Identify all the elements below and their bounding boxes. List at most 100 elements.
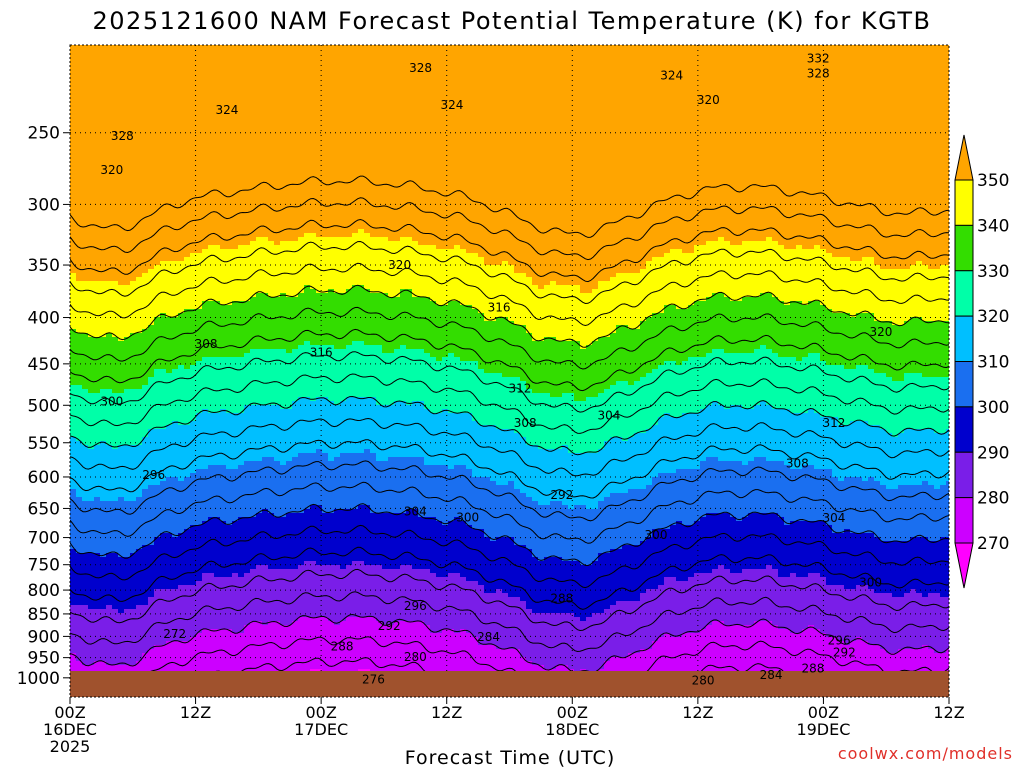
colorbar-segment <box>954 315 974 362</box>
colorbar-label: 290 <box>977 443 1009 463</box>
y-tick-label: 600 <box>28 468 60 488</box>
colorbar-label: 270 <box>977 534 1009 554</box>
contour-label: 320 <box>388 258 411 272</box>
contour-label: 328 <box>807 66 830 80</box>
contour-label: 312 <box>822 416 845 430</box>
contour-label: 328 <box>111 129 134 143</box>
x-tick-label: 00Z <box>305 703 336 722</box>
contour-line-324 <box>70 373 949 434</box>
contour-line-340 <box>70 284 949 348</box>
contour-line-328 <box>70 351 949 413</box>
y-tick-label: 900 <box>28 627 60 647</box>
contour-label: 296 <box>142 468 165 482</box>
contour-label: 308 <box>514 416 537 430</box>
contour-line-296 <box>70 524 949 589</box>
colorbar-segment <box>954 179 974 226</box>
y-tick-label: 400 <box>28 309 60 329</box>
colorbar-label: 340 <box>977 216 1009 236</box>
colorbar-segment <box>954 406 974 453</box>
y-tick-label: 700 <box>28 529 60 549</box>
colorbar-label: 350 <box>977 171 1009 191</box>
y-tick-label: 750 <box>28 556 60 576</box>
x-tick-label: 12Z <box>682 703 713 722</box>
contour-line-280 <box>70 613 949 673</box>
contour-label: 304 <box>822 511 845 525</box>
contour-line-300 <box>70 503 949 567</box>
contour-label: 324 <box>660 68 683 82</box>
contour-line-316 <box>70 417 949 477</box>
y-tick-label: 300 <box>28 195 60 215</box>
y-tick-label: 250 <box>28 124 60 144</box>
contour-line-336 <box>70 306 949 370</box>
x-tick-label: 18DEC <box>545 720 599 739</box>
y-tick-label: 650 <box>28 499 60 519</box>
colorbar-segment <box>954 270 974 317</box>
contour-line-356 <box>70 197 949 261</box>
contour-label: 324 <box>440 98 463 112</box>
x-tick-label: 19DEC <box>796 720 850 739</box>
x-tick-label: 12Z <box>431 703 462 722</box>
contour-label: 300 <box>859 576 882 590</box>
y-tick-label: 350 <box>28 256 60 276</box>
colorbar-lower-extend <box>954 542 974 589</box>
x-tick-label: 2025 <box>50 737 91 756</box>
x-tick-label: 16DEC <box>43 720 97 739</box>
contour-line-308 <box>70 460 949 522</box>
contour-label: 292 <box>378 619 401 633</box>
contour-label: 316 <box>488 301 511 315</box>
contour-label: 296 <box>404 599 427 613</box>
contour-line-288 <box>70 568 949 632</box>
contour-label: 312 <box>509 381 532 395</box>
x-tick-label: 17DEC <box>294 720 348 739</box>
contour-label: 300 <box>645 528 668 542</box>
contour-label: 296 <box>828 634 851 648</box>
x-tick-label: 00Z <box>557 703 588 722</box>
colorbar-label: 330 <box>977 262 1009 282</box>
x-tick-label: 12Z <box>180 703 211 722</box>
x-tick-label: 00Z <box>808 703 839 722</box>
contour-line-312 <box>70 439 949 499</box>
pressure-axis: 2503003504004505005506006507007508008509… <box>17 124 70 689</box>
y-tick-label: 550 <box>28 434 60 454</box>
contour-labels: 3283243243243203323283283203203163083163… <box>100 52 892 688</box>
colorbar-segment <box>954 451 974 499</box>
y-tick-label: 950 <box>28 649 60 669</box>
contour-label: 320 <box>697 93 720 107</box>
contour-label: 280 <box>404 650 427 664</box>
contour-label: 328 <box>409 61 432 75</box>
contour-line-320 <box>70 395 949 456</box>
contour-label: 308 <box>786 457 809 471</box>
contour-line-276 <box>70 636 949 697</box>
x-tick-label: 00Z <box>54 703 85 722</box>
contour-label: 288 <box>550 591 573 605</box>
plot-frame <box>69 44 950 698</box>
theta-filled-bands <box>70 45 949 697</box>
ground-below-surface <box>70 671 949 697</box>
credit-text: coolwx.com/models <box>838 744 1013 763</box>
contour-label: 272 <box>163 627 186 641</box>
contour-line-344 <box>70 262 949 327</box>
contour-label: 304 <box>597 408 620 422</box>
contour-label: 320 <box>870 325 893 339</box>
contour-line-304 <box>70 481 949 544</box>
contour-label: 332 <box>807 52 830 66</box>
x-axis-label: Forecast Time (UTC) <box>405 747 615 768</box>
colorbar-upper-extend <box>954 134 974 181</box>
contour-label: 292 <box>550 488 573 502</box>
contour-line-284 <box>70 591 949 653</box>
contour-label: 288 <box>802 662 825 676</box>
plot-area: 3283243243243203323283283203203163083163… <box>70 45 949 697</box>
contour-line-332 <box>70 328 949 392</box>
grid-lines <box>70 45 949 697</box>
contour-label: 288 <box>331 639 354 653</box>
colorbar-label: 310 <box>977 353 1009 373</box>
contour-label: 308 <box>195 337 218 351</box>
colorbar: 270 280 290 300 310 320 330 340 350 <box>954 134 1009 589</box>
contour-label: 304 <box>404 504 427 518</box>
contour-label: 292 <box>833 646 856 660</box>
colorbar-label: 280 <box>977 489 1009 509</box>
contour-label: 284 <box>477 630 500 644</box>
contour-label: 320 <box>100 163 123 177</box>
contour-label: 280 <box>692 674 715 688</box>
